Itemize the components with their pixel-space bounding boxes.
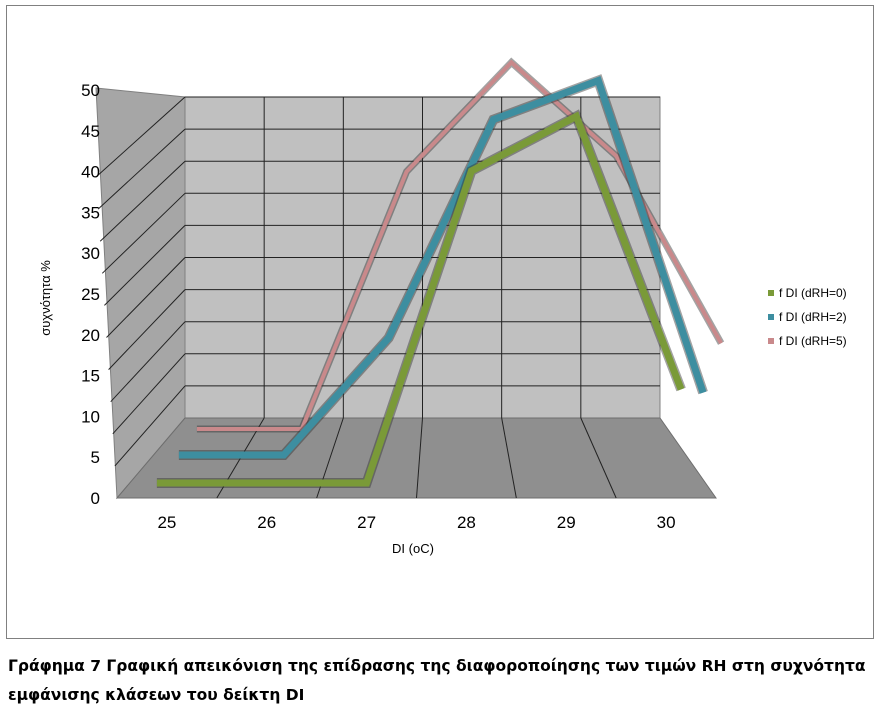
y-tick-label: 45	[81, 122, 100, 141]
legend-label: f DI (dRH=0)	[779, 286, 847, 300]
y-tick-labels: 0 5 10 15 20 25 30 35 40 45 50	[81, 81, 100, 508]
x-tick-label: 28	[457, 513, 476, 532]
legend-label: f DI (dRH=2)	[779, 310, 847, 324]
y-tick-label: 0	[91, 489, 100, 508]
y-tick-label: 30	[81, 244, 100, 263]
y-axis-title: συχνότητα %	[38, 260, 53, 336]
figure-caption: Γράφημα 7 Γραφική απεικόνιση της επίδρασ…	[8, 652, 868, 710]
x-tick-labels: 25 26 27 28 29 30	[157, 513, 675, 532]
y-tick-label: 20	[81, 326, 100, 345]
y-tick-label: 35	[81, 203, 100, 222]
x-tick-label: 25	[157, 513, 176, 532]
ribbon-line-chart: 0 5 10 15 20 25 30 35 40 45 50 25 26 27 28 29 30 DI (oC…	[0, 0, 884, 640]
y-tick-label: 25	[81, 285, 100, 304]
y-tick-label: 40	[81, 163, 100, 182]
y-tick-label: 10	[81, 407, 100, 426]
legend-swatch	[768, 338, 774, 344]
legend-swatch	[768, 314, 774, 320]
y-tick-label: 15	[81, 367, 100, 386]
y-tick-label: 50	[81, 81, 100, 100]
legend-label: f DI (dRH=5)	[779, 334, 847, 348]
legend: f DI (dRH=0) f DI (dRH=2) f DI (dRH=5)	[768, 286, 847, 348]
x-tick-label: 26	[257, 513, 276, 532]
y-tick-label: 5	[91, 448, 100, 467]
x-axis-title: DI (oC)	[392, 541, 434, 556]
x-tick-label: 27	[357, 513, 376, 532]
legend-swatch	[768, 290, 774, 296]
x-tick-label: 29	[557, 513, 576, 532]
x-tick-label: 30	[657, 513, 676, 532]
